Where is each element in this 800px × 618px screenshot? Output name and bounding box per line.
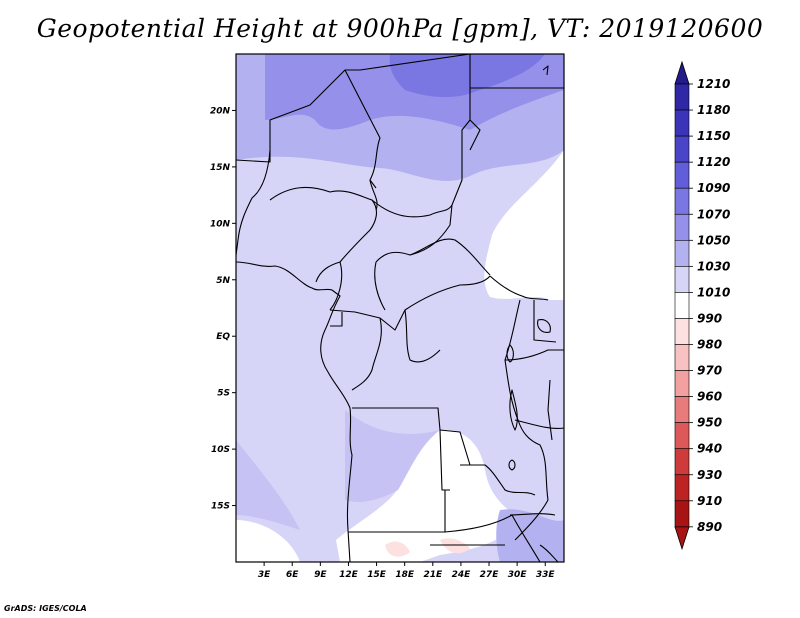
colorbar-label: 970: [697, 364, 722, 378]
colorbar-swatch: [674, 213, 690, 241]
x-tick-label: 33E: [536, 570, 556, 580]
x-tick-label: 21E: [423, 570, 443, 580]
y-tick-label: 10S: [211, 445, 230, 455]
colorbar-label: 890: [697, 520, 722, 534]
colorbar-swatch: [674, 187, 690, 215]
map-frame: [235, 53, 565, 563]
latitude-labels: 20N 15N 10N 5N EQ 5S 10S 15S: [210, 106, 231, 511]
colorbar-swatch: [674, 135, 690, 163]
x-tick-label: 24E: [452, 570, 472, 580]
colorbar-swatch: [674, 422, 690, 449]
longitude-labels: 3E 6E 9E 12E 15E 18E 21E 24E 27E 30E 33E: [258, 570, 556, 580]
y-tick-label: 20N: [210, 106, 231, 116]
colorbar-label: 1030: [697, 259, 730, 273]
colorbar-swatch: [674, 396, 690, 423]
colorbar-bottom-arrow: [674, 526, 690, 551]
colorbar-swatch: [674, 292, 690, 319]
colorbar: 1210 1180 1150 1120 1090 1070 1050 1030 1010 990 9…: [674, 60, 730, 551]
colorbar-swatch: [674, 344, 690, 371]
x-tick-label: 9E: [314, 570, 327, 580]
axis-ticks: [232, 109, 546, 566]
page-title: Geopotential Height at 900hPa [gpm], VT:…: [36, 14, 764, 43]
x-tick-label: 27E: [480, 570, 500, 580]
colorbar-swatch: [674, 370, 690, 397]
colorbar-label: 950: [697, 416, 722, 430]
colorbar-label: 1150: [697, 129, 730, 143]
colorbar-swatch: [674, 266, 690, 293]
colorbar-label: 1180: [697, 103, 730, 117]
x-tick-label: 6E: [286, 570, 299, 580]
colorbar-swatch: [674, 318, 690, 345]
y-tick-label: 10N: [210, 219, 231, 229]
y-tick-label: 15S: [211, 502, 230, 512]
colorbar-swatch: [674, 240, 690, 267]
colorbar-swatch: [674, 500, 690, 528]
colorbar-label: 930: [697, 468, 722, 482]
colorbar-label: 980: [697, 338, 722, 352]
colorbar-label: 1120: [697, 155, 730, 169]
colorbar-label: 940: [697, 442, 722, 456]
y-tick-label: 15N: [210, 163, 231, 173]
colorbar-swatch: [674, 109, 690, 137]
colorbar-swatch: [674, 448, 690, 476]
grads-credit: GrADS: IGES/COLA: [4, 604, 87, 613]
colorbar-label: 990: [697, 311, 722, 325]
x-tick-label: 30E: [508, 570, 528, 580]
x-tick-label: 12E: [339, 570, 359, 580]
x-tick-label: 15E: [367, 570, 387, 580]
x-tick-label: 3E: [258, 570, 271, 580]
colorbar-top-arrow: [674, 60, 690, 85]
colorbar-label: 1050: [697, 233, 730, 247]
y-tick-label: 5S: [217, 389, 230, 399]
colorbar-label: 1010: [697, 285, 730, 299]
colorbar-swatch: [674, 474, 690, 502]
country-borders: [236, 54, 564, 562]
colorbar-label: 1090: [697, 181, 730, 195]
y-tick-label: EQ: [216, 332, 230, 342]
colorbar-label: 1210: [697, 77, 730, 91]
colorbar-label: 1070: [697, 207, 730, 221]
colorbar-label: 960: [697, 390, 722, 404]
height-field-shading: [236, 54, 564, 562]
colorbar-swatch: [674, 83, 690, 111]
colorbar-swatch: [674, 161, 690, 189]
y-tick-label: 5N: [216, 276, 230, 286]
colorbar-label: 910: [697, 494, 722, 508]
x-tick-label: 18E: [395, 570, 415, 580]
